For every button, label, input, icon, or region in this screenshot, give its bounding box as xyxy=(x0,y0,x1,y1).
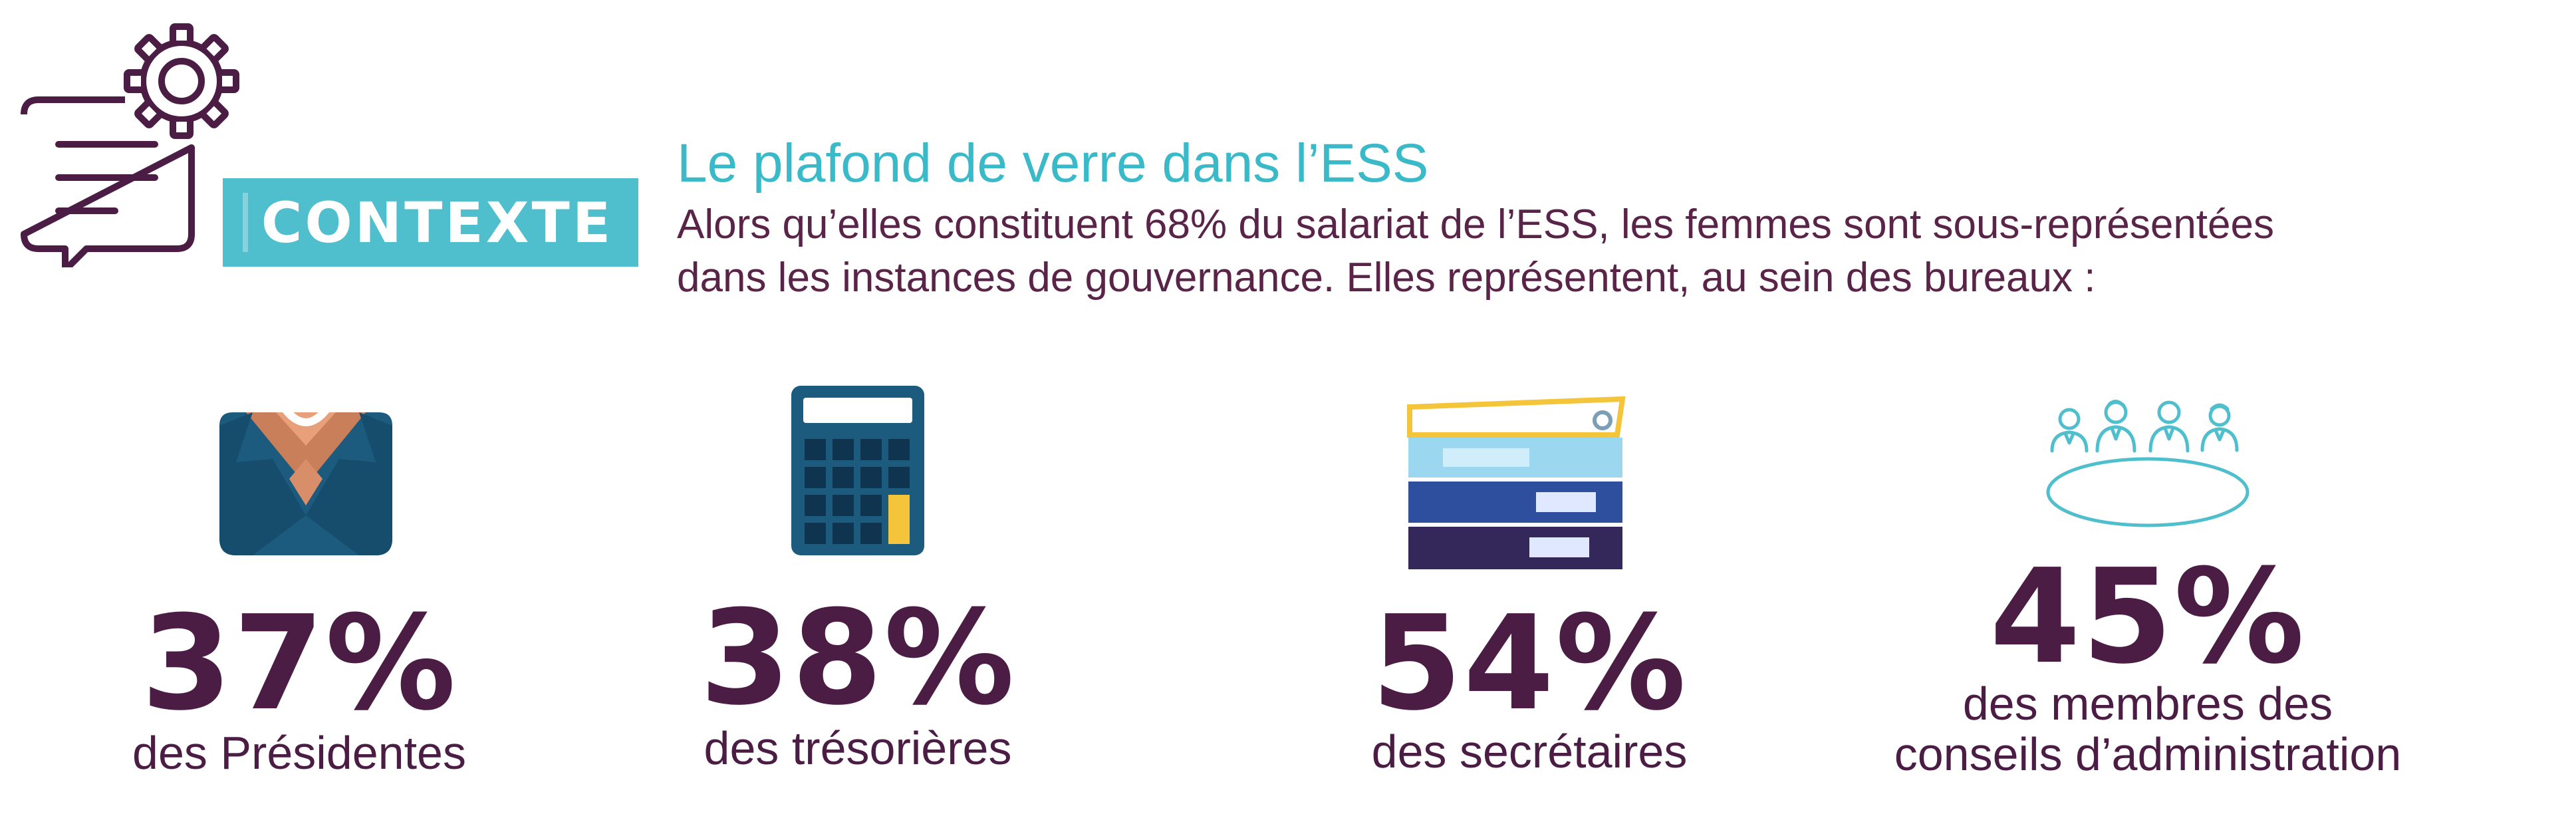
stat-value-conseils: 45% xyxy=(1990,541,2306,693)
badge-label: CONTEXTE xyxy=(261,190,614,255)
stat-value-secretaires: 54% xyxy=(1371,588,1688,740)
badge-stripe xyxy=(243,193,248,252)
suit-icon xyxy=(219,403,392,555)
stat-value-presidentes: 37% xyxy=(141,588,457,740)
intro-line-2: dans les instances de gouvernance. Elles… xyxy=(677,255,2096,301)
stat-label-presidentes: des Présidentes xyxy=(132,727,466,779)
board-meeting-icon xyxy=(2046,400,2250,527)
stat-label-conseils-line-2: conseils d’administration xyxy=(1894,728,2402,780)
context-badge: CONTEXTE xyxy=(223,178,638,267)
intro-line-1: Alors qu’elles constituent 68% du salari… xyxy=(677,202,2274,247)
stat-label-tresorieres: des trésorières xyxy=(704,722,1012,774)
context-speech-gear-icon xyxy=(21,23,239,267)
stat-value-tresorieres: 38% xyxy=(700,583,1016,734)
binders-icon xyxy=(1407,396,1626,569)
stat-label-conseils-line-1: des membres des xyxy=(1962,678,2333,730)
intro-text: Alors qu’elles constituent 68% du salari… xyxy=(677,198,2539,305)
calculator-icon xyxy=(791,386,924,555)
page-title: Le plafond de verre dans l’ESS xyxy=(677,133,1429,194)
stat-label-secretaires: des secrétaires xyxy=(1371,726,1688,777)
